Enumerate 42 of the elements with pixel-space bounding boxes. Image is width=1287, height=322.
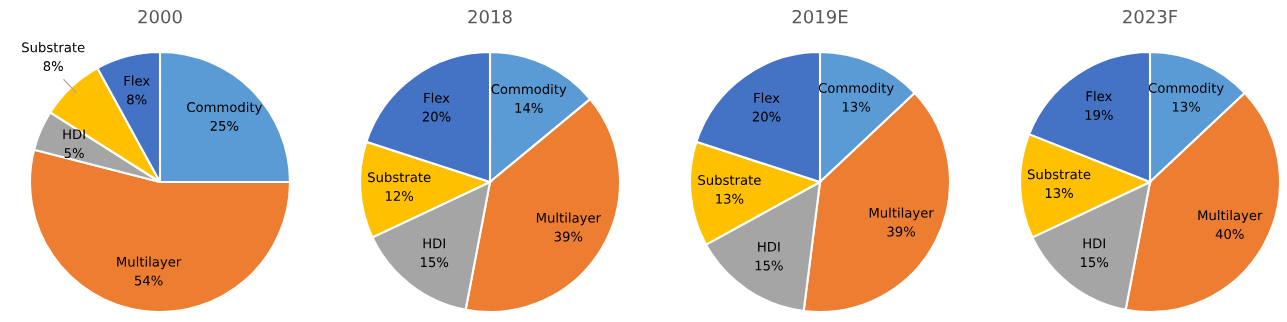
- data-label: 8%: [43, 61, 63, 72]
- data-label: 25%: [210, 120, 239, 131]
- data-label: 5%: [64, 148, 84, 159]
- data-label: 19%: [1085, 109, 1113, 120]
- slice-label: Multilayer: [1198, 210, 1263, 223]
- slice-label: Flex: [754, 92, 780, 103]
- slice-label: Multilayer: [869, 207, 934, 221]
- chart-title: 2019E: [792, 9, 848, 24]
- data-label: 13%: [1045, 188, 1073, 199]
- data-label: 39%: [887, 226, 916, 237]
- data-label: 39%: [554, 231, 583, 242]
- slice-label: HDI: [758, 241, 780, 252]
- slice-label: Multilayer: [536, 212, 601, 226]
- slice-label: Commodity: [491, 83, 567, 97]
- data-label: 15%: [755, 260, 783, 271]
- data-label: 8%: [127, 94, 147, 105]
- slice-label: Commodity: [187, 101, 262, 115]
- slice-label: Flex: [424, 92, 450, 103]
- data-label: 40%: [1215, 229, 1244, 240]
- slice-label: Substrate: [22, 42, 85, 53]
- slice-label: Substrate: [1027, 169, 1091, 180]
- chart-title: 2000: [138, 9, 182, 24]
- slice-label: Substrate: [698, 174, 761, 185]
- data-label: 20%: [422, 111, 451, 122]
- chart-title: 2023F: [1123, 9, 1178, 24]
- data-label: 13%: [716, 193, 744, 204]
- data-label: 12%: [385, 190, 414, 201]
- slice-label: Substrate: [368, 171, 431, 183]
- data-label: 13%: [1172, 101, 1201, 112]
- slice-label: Flex: [1086, 90, 1112, 102]
- slice-label: HDI: [423, 238, 445, 249]
- data-label: 14%: [515, 102, 543, 113]
- slice-label: Multilayer: [117, 256, 182, 270]
- slice-label: HDI: [63, 129, 85, 140]
- data-label: 54%: [134, 275, 163, 286]
- data-label: 15%: [421, 257, 449, 268]
- slice-label: HDI: [1083, 238, 1105, 249]
- chart-title: 2018: [468, 9, 512, 24]
- data-label: 20%: [752, 111, 781, 122]
- data-label: 13%: [842, 101, 871, 112]
- slice-label: Flex: [124, 75, 150, 86]
- data-label: 15%: [1081, 257, 1109, 268]
